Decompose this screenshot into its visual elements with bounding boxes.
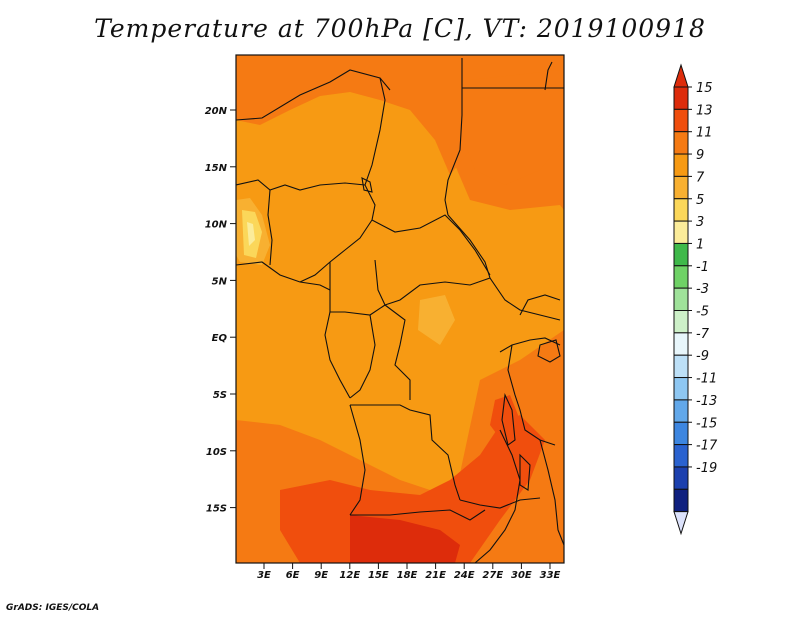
colorbar-label: -15: [696, 416, 717, 431]
border-line: [474, 429, 521, 563]
lat-tick-label: 10S: [206, 447, 227, 458]
lake-tanganyika: [501, 393, 516, 446]
colorbar-segment: [673, 310, 689, 334]
lon-tick-label: 18E: [397, 570, 418, 581]
lat-tick-label: 15S: [206, 504, 227, 515]
colorbar-segment: [673, 86, 689, 110]
colorbar-segment: [673, 421, 689, 446]
border-line: [364, 77, 386, 221]
border-line: [499, 337, 561, 353]
colorbar-label: 1: [696, 237, 704, 252]
country-borders: [236, 58, 564, 563]
colorbar-label: -17: [696, 439, 718, 454]
colorbar-segment: [673, 198, 689, 222]
colorbar-segment: [673, 131, 689, 155]
border-line: [539, 439, 564, 546]
colorbar-label: 3: [696, 215, 704, 230]
lon-tick-label: 30E: [511, 570, 532, 581]
border-line: [384, 304, 411, 400]
colorbar-label: -5: [696, 305, 709, 320]
latitude-axis: 20N 15N 10N 5N EQ 5S 10S 15S: [205, 106, 236, 515]
border-line: [324, 311, 351, 399]
border-line: [329, 262, 386, 316]
lon-tick-label: 12E: [339, 570, 360, 581]
lake-victoria: [537, 339, 561, 363]
lat-tick-label: 5S: [213, 390, 227, 401]
lat-tick-label: 20N: [205, 106, 228, 117]
colorbar-label: -13: [696, 394, 717, 409]
lat-tick-label: EQ: [212, 333, 228, 344]
colorbar-segment: [673, 265, 689, 289]
lon-tick-label: 21E: [425, 570, 446, 581]
colorbar-label: 15: [696, 81, 713, 96]
border-line: [349, 404, 366, 516]
lon-tick-label: 9E: [314, 570, 328, 581]
lat-tick-label: 5N: [212, 276, 228, 287]
border-line: [350, 404, 461, 501]
border-line: [350, 509, 486, 521]
border-line: [371, 214, 491, 276]
border-line: [267, 189, 273, 266]
lon-tick-label: 3E: [257, 570, 271, 581]
field-3-patch: [247, 222, 255, 246]
colorbar-label: 11: [696, 126, 713, 141]
lake-chad: [361, 177, 373, 193]
colorbar-label: -9: [696, 349, 709, 364]
colorbar-label: -7: [696, 327, 710, 342]
colorbar-segment: [673, 108, 689, 133]
lon-tick-label: 6E: [286, 570, 300, 581]
colorbar-segment: [673, 444, 689, 468]
colorbar-under-arrow: [673, 511, 689, 536]
border-line: [349, 314, 376, 399]
colorbar-segment: [673, 354, 689, 379]
colorbar-label: -19: [696, 461, 717, 476]
border-line: [519, 294, 561, 316]
colorbar-segment: [673, 399, 689, 423]
temperature-field: [236, 55, 564, 563]
map-frame: [235, 54, 565, 564]
border-line: [236, 179, 366, 191]
border-line: [459, 497, 541, 509]
colorbar-over-arrow: [673, 63, 689, 88]
colorbar: 15 13 11 9 7 5 3 1 -1 -3 -5 -7 -9 -11 -13 -15 -17 -19: [673, 63, 718, 536]
colorbar-label: -1: [696, 260, 709, 275]
lon-tick-label: 27E: [482, 570, 503, 581]
colorbar-segment: [673, 153, 689, 177]
longitude-axis: 3E 6E 9E 12E 15E 18E 21E 24E 27E 30E 33E: [257, 563, 561, 581]
border-line: [374, 259, 491, 306]
border-line: [236, 261, 331, 291]
nile-river: [544, 61, 553, 91]
colorbar-segment: [673, 287, 689, 311]
colorbar-label: -3: [696, 282, 709, 297]
field-11-north-east: [460, 70, 564, 185]
lon-tick-label: 24E: [454, 570, 475, 581]
lat-tick-label: 10N: [205, 220, 228, 231]
lake-malawi: [519, 453, 531, 491]
field-13-east: [490, 395, 520, 445]
colorbar-segment: [673, 175, 689, 200]
colorbar-label: 13: [696, 103, 713, 118]
colorbar-segment: [673, 488, 689, 513]
lon-tick-label: 15E: [368, 570, 389, 581]
field-15-core: [350, 515, 460, 563]
colorbar-segment: [673, 377, 689, 401]
colorbar-label: -11: [696, 372, 717, 387]
border-line: [447, 214, 561, 321]
colorbar-segment: [673, 332, 689, 356]
lon-tick-label: 33E: [540, 570, 561, 581]
field-7-patch-2: [418, 295, 455, 345]
colorbar-segment: [673, 220, 689, 244]
colorbar-label: 9: [696, 148, 704, 163]
border-line: [444, 58, 463, 216]
field-13-region: [280, 415, 545, 563]
colorbar-segment: [673, 242, 689, 267]
colorbar-label: 7: [696, 170, 705, 185]
chart-title: Temperature at 700hPa [C], VT: 201910091…: [94, 14, 706, 43]
border-line: [299, 219, 373, 283]
credit-label: GrADS: IGES/COLA: [6, 603, 100, 613]
colorbar-segment: [673, 466, 689, 490]
lat-tick-label: 15N: [205, 163, 228, 174]
colorbar-label: 5: [696, 193, 704, 208]
